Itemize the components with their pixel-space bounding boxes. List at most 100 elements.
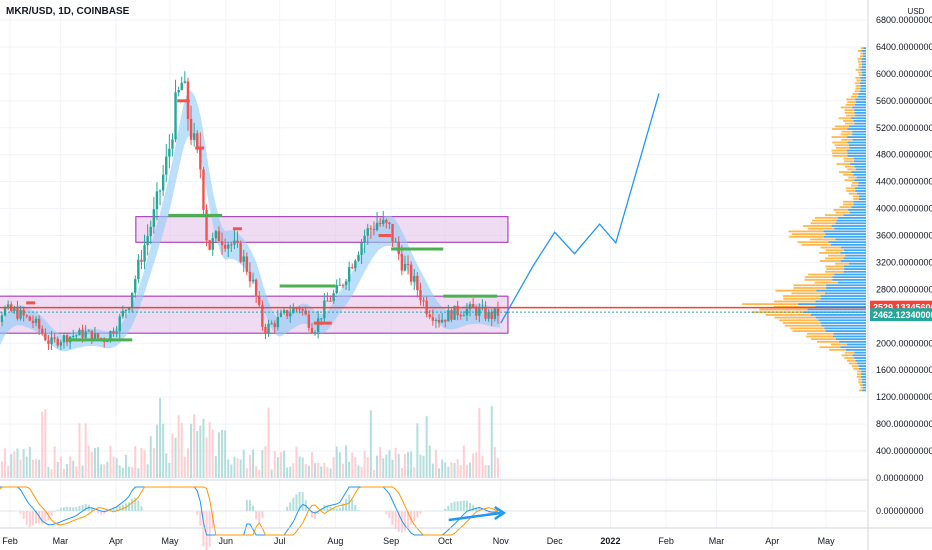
- vp-bar-up: [837, 281, 866, 284]
- candle-body: [28, 316, 32, 321]
- vp-bar-down: [835, 262, 849, 265]
- volume-bar: [314, 463, 317, 478]
- volume-bar: [109, 445, 112, 478]
- y-tick-label: 4400.00000000: [876, 177, 932, 187]
- candle-body: [90, 330, 94, 341]
- vp-bar-down: [779, 319, 819, 322]
- vp-bar-up: [832, 335, 866, 338]
- vp-bar-down: [790, 327, 825, 330]
- candle-body: [388, 222, 391, 224]
- vp-bar-up: [826, 287, 866, 289]
- vp-bar-down: [789, 235, 824, 238]
- volume-bar: [400, 467, 403, 478]
- vp-bar-up: [821, 324, 866, 327]
- volume-bar: [422, 455, 425, 478]
- candle-body: [180, 82, 183, 90]
- candle-body: [419, 290, 422, 301]
- candle-body: [93, 332, 97, 341]
- macd-hist-bar: [118, 505, 121, 511]
- vp-bar-up: [861, 63, 866, 66]
- volume-bar: [360, 466, 363, 478]
- vp-bar-down: [810, 222, 836, 225]
- vp-bar-down: [860, 52, 863, 55]
- vp-bar-up: [846, 149, 866, 152]
- candle-body: [211, 238, 214, 250]
- volume-bar: [211, 429, 214, 478]
- y-tick-label: 2800.00000000: [876, 284, 932, 294]
- candle-body: [493, 308, 497, 319]
- volume-bar: [186, 448, 189, 478]
- vp-bar-down: [841, 138, 853, 141]
- vp-bar-up: [815, 305, 866, 308]
- x-tick-label: Mar: [709, 536, 725, 546]
- volume-bar: [273, 451, 276, 478]
- volume-bar: [97, 447, 100, 478]
- macd-hist-bar: [28, 511, 31, 528]
- candle-body: [450, 310, 453, 320]
- candle-body: [267, 323, 270, 334]
- x-tick-label: Jul: [274, 536, 286, 546]
- volume-bar: [217, 432, 220, 478]
- projection-path: [500, 93, 660, 324]
- candle-body: [6, 304, 10, 308]
- volume-bar: [416, 423, 419, 478]
- candle-body: [434, 319, 438, 321]
- vp-bar-up: [861, 373, 866, 376]
- volume-bar: [301, 457, 304, 478]
- volume-bar: [4, 448, 7, 478]
- x-tick-label: Apr: [109, 536, 123, 546]
- candle-body: [471, 304, 475, 309]
- vp-bar-down: [855, 87, 861, 90]
- candle-body: [3, 307, 7, 316]
- candle-body: [378, 223, 382, 225]
- candle-body: [242, 256, 245, 262]
- candle-body: [199, 147, 202, 170]
- volume-bar: [320, 466, 323, 478]
- vp-bar-down: [858, 66, 862, 68]
- volume-bar: [38, 459, 41, 478]
- volume-bar: [47, 466, 50, 478]
- vp-bar-down: [858, 71, 862, 74]
- vp-bar-up: [847, 128, 866, 130]
- candle-body: [310, 327, 314, 333]
- vp-bar-down: [782, 322, 821, 324]
- macd-hist-bar: [62, 507, 65, 511]
- candle-body: [357, 254, 360, 261]
- macd-hist-bar: [205, 511, 208, 550]
- price-tag-blue-bg: [870, 308, 932, 322]
- vp-bar-down: [847, 168, 856, 171]
- macd-hist-bar: [484, 511, 487, 513]
- candle-body: [177, 89, 180, 93]
- macd-hist-bar: [351, 499, 354, 511]
- candle-body: [37, 318, 41, 329]
- volume-bar: [131, 467, 134, 478]
- volume-bar: [419, 454, 422, 478]
- candle-body: [394, 241, 397, 243]
- vp-bar-down: [793, 287, 827, 289]
- vp-bar-up: [845, 254, 866, 257]
- vp-bar-down: [858, 381, 862, 384]
- vp-bar-down: [793, 284, 827, 287]
- candle-body: [462, 315, 466, 317]
- vp-bar-up: [851, 171, 866, 174]
- candle-body: [444, 319, 447, 322]
- vp-bar-up: [797, 303, 866, 306]
- volume-bar: [13, 451, 16, 478]
- vp-bar-up: [859, 90, 866, 93]
- volume-bar: [487, 465, 490, 478]
- volume-bar: [490, 406, 493, 478]
- vp-bar-up: [818, 319, 866, 322]
- vp-bar-down: [844, 357, 855, 359]
- candle-body: [56, 338, 59, 346]
- macd-hist-bar: [335, 508, 338, 511]
- vp-bar-down: [845, 187, 855, 190]
- volume-bar: [245, 468, 248, 478]
- macd-hist-bar: [35, 511, 38, 524]
- volume-bar: [354, 457, 357, 478]
- candle-body: [270, 323, 273, 325]
- macd-hist-bar: [199, 511, 202, 526]
- macd-hist-bar: [78, 506, 81, 511]
- volume-bar: [56, 462, 59, 478]
- vp-bar-down: [811, 219, 837, 222]
